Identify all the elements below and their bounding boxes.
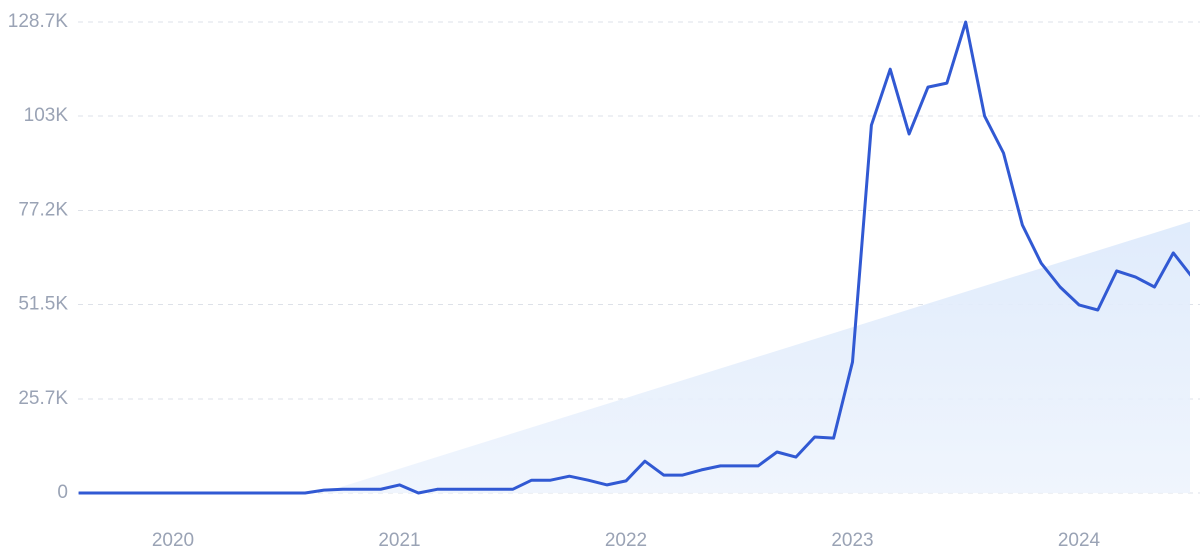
y-tick-label: 25.7K (18, 388, 68, 409)
y-tick-label: 128.7K (8, 11, 69, 32)
x-tick-label: 2020 (152, 530, 194, 551)
x-tick-label: 2021 (378, 530, 420, 551)
x-tick-label: 2023 (831, 530, 873, 551)
y-tick-label: 0 (57, 482, 68, 503)
x-tick-label: 2022 (605, 530, 647, 551)
y-tick-label: 77.2K (18, 199, 68, 220)
y-tick-label: 51.5K (18, 294, 68, 315)
trend-area (321, 221, 1190, 493)
data-line (78, 20, 1190, 495)
y-tick-label: 103K (24, 105, 69, 126)
x-tick-label: 2024 (1058, 530, 1101, 551)
